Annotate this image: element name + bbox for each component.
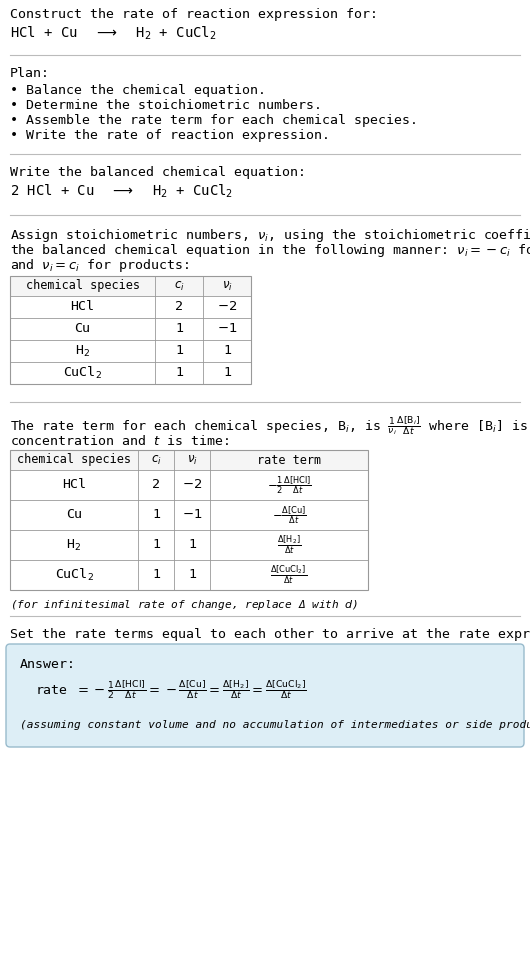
Text: Cu: Cu xyxy=(66,508,82,521)
Text: the balanced chemical equation in the following manner: $\nu_i = -c_i$ for react: the balanced chemical equation in the fo… xyxy=(10,242,530,259)
Text: $c_i$: $c_i$ xyxy=(174,279,184,293)
Text: Plan:: Plan: xyxy=(10,67,50,80)
Text: $-2$: $-2$ xyxy=(182,478,202,492)
Text: chemical species: chemical species xyxy=(25,279,139,293)
Text: $\frac{\Delta[\mathrm{CuCl_2}]}{\Delta t}$: $\frac{\Delta[\mathrm{CuCl_2}]}{\Delta t… xyxy=(270,564,307,587)
Bar xyxy=(10,276,251,384)
Text: The rate term for each chemical species, B$_i$, is $\frac{1}{\nu_i}\frac{\Delta[: The rate term for each chemical species,… xyxy=(10,414,530,437)
Text: Assign stoichiometric numbers, $\nu_i$, using the stoichiometric coefficients, $: Assign stoichiometric numbers, $\nu_i$, … xyxy=(10,227,530,244)
Text: CuCl$_2$: CuCl$_2$ xyxy=(55,567,93,583)
Text: H$_2$: H$_2$ xyxy=(75,344,90,358)
Text: Write the balanced chemical equation:: Write the balanced chemical equation: xyxy=(10,166,306,179)
Text: 2: 2 xyxy=(152,478,160,492)
Text: $-\frac{1}{2}\frac{\Delta[\mathrm{HCl}]}{\Delta t}$: $-\frac{1}{2}\frac{\Delta[\mathrm{HCl}]}… xyxy=(267,474,312,496)
Text: $\nu_i$: $\nu_i$ xyxy=(187,454,197,467)
Text: $\frac{\Delta[\mathrm{H_2}]}{\Delta t}$: $\frac{\Delta[\mathrm{H_2}]}{\Delta t}$ xyxy=(277,534,301,556)
Text: Answer:: Answer: xyxy=(20,658,76,671)
Text: concentration and $t$ is time:: concentration and $t$ is time: xyxy=(10,434,229,448)
Text: 1: 1 xyxy=(152,508,160,521)
Text: • Assemble the rate term for each chemical species.: • Assemble the rate term for each chemic… xyxy=(10,114,418,127)
Text: 1: 1 xyxy=(175,322,183,336)
Text: 1: 1 xyxy=(175,345,183,357)
Bar xyxy=(10,450,368,590)
Bar xyxy=(10,450,368,470)
Text: rate term: rate term xyxy=(257,454,321,467)
Text: Cu: Cu xyxy=(75,322,91,336)
Text: (for infinitesimal rate of change, replace Δ with $d$): (for infinitesimal rate of change, repla… xyxy=(10,598,358,612)
Text: (assuming constant volume and no accumulation of intermediates or side products): (assuming constant volume and no accumul… xyxy=(20,720,530,730)
Text: Construct the rate of reaction expression for:: Construct the rate of reaction expressio… xyxy=(10,8,378,21)
Text: $-2$: $-2$ xyxy=(217,301,237,313)
Text: rate $= -\frac{1}{2}\frac{\Delta[\mathrm{HCl}]}{\Delta t} = -\frac{\Delta[\mathr: rate $= -\frac{1}{2}\frac{\Delta[\mathrm… xyxy=(35,678,307,701)
Text: 1: 1 xyxy=(188,539,196,551)
Text: $c_i$: $c_i$ xyxy=(151,454,161,467)
Text: $-1$: $-1$ xyxy=(217,322,237,336)
Text: 1: 1 xyxy=(223,367,231,380)
Text: • Determine the stoichiometric numbers.: • Determine the stoichiometric numbers. xyxy=(10,99,322,112)
Text: 1: 1 xyxy=(152,539,160,551)
Text: CuCl$_2$: CuCl$_2$ xyxy=(63,365,102,381)
Text: $\nu_i$: $\nu_i$ xyxy=(222,279,233,293)
Text: chemical species: chemical species xyxy=(17,454,131,467)
Text: 2: 2 xyxy=(175,301,183,313)
Text: HCl: HCl xyxy=(62,478,86,492)
Text: 1: 1 xyxy=(188,568,196,582)
FancyBboxPatch shape xyxy=(6,644,524,747)
Text: 2 HCl + Cu  $\longrightarrow$  H$_2$ + CuCl$_2$: 2 HCl + Cu $\longrightarrow$ H$_2$ + CuC… xyxy=(10,183,233,200)
Text: $-1$: $-1$ xyxy=(182,508,202,521)
Text: 1: 1 xyxy=(223,345,231,357)
Text: 1: 1 xyxy=(152,568,160,582)
Text: • Balance the chemical equation.: • Balance the chemical equation. xyxy=(10,84,266,97)
Text: • Write the rate of reaction expression.: • Write the rate of reaction expression. xyxy=(10,129,330,142)
Text: and $\nu_i = c_i$ for products:: and $\nu_i = c_i$ for products: xyxy=(10,257,189,274)
Text: $-\frac{\Delta[\mathrm{Cu}]}{\Delta t}$: $-\frac{\Delta[\mathrm{Cu}]}{\Delta t}$ xyxy=(271,505,306,526)
Text: HCl: HCl xyxy=(70,301,94,313)
Text: 1: 1 xyxy=(175,367,183,380)
Text: H$_2$: H$_2$ xyxy=(66,538,82,552)
Text: HCl + Cu  $\longrightarrow$  H$_2$ + CuCl$_2$: HCl + Cu $\longrightarrow$ H$_2$ + CuCl$… xyxy=(10,25,216,42)
Bar xyxy=(10,276,251,296)
Text: Set the rate terms equal to each other to arrive at the rate expression:: Set the rate terms equal to each other t… xyxy=(10,628,530,641)
